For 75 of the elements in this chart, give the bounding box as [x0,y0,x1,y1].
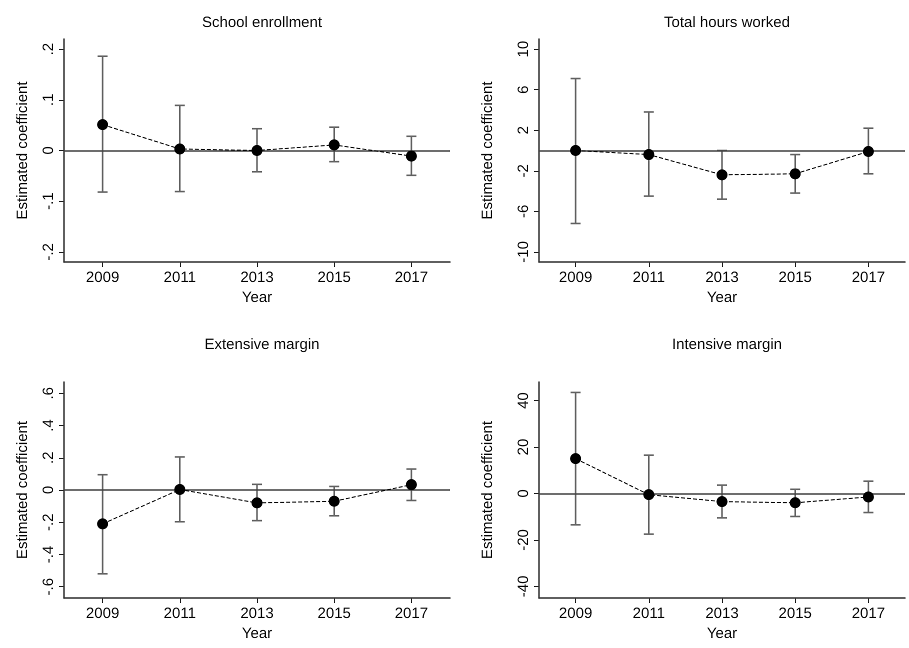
point [643,489,654,500]
y-axis-title: Estimated coefficient [14,420,31,560]
x-tick-label: 2017 [394,269,428,286]
x-tick-label: 2017 [394,605,428,622]
x-tick-label: 2011 [164,605,196,622]
point [97,518,108,530]
point [328,496,340,507]
x-axis-title: Year [706,289,738,306]
point [406,150,417,162]
y-tick-label: 40 [515,392,532,409]
x-tick-label: 2011 [632,269,665,286]
x-tick-label: 2015 [778,269,812,286]
y-tick-label: 20 [515,438,532,456]
point [174,484,186,496]
y-tick-label: 0 [40,486,57,494]
point [252,497,262,508]
point [570,145,582,156]
y-tick-label: -10 [515,241,532,263]
x-axis-title: Year [706,625,738,642]
x-tick-label: 2011 [164,269,196,286]
x-tick-label: 2015 [318,269,351,286]
x-tick-label: 2013 [240,269,274,286]
x-tick-label: 2015 [778,605,812,622]
point [716,169,728,180]
y-tick-label: 0 [515,489,532,498]
chart-title: Extensive margin [204,336,320,353]
y-tick-label: -.4 [40,546,57,564]
point [790,497,801,508]
x-tick-label: 2013 [240,605,274,622]
y-tick-label: 0 [40,146,57,155]
x-tick-label: 2009 [558,269,592,286]
y-tick-label: 2 [515,126,532,134]
x-tick-label: 2011 [632,605,665,622]
y-axis-title: Estimated coefficient [479,80,496,220]
point [570,453,582,464]
x-tick-label: 2017 [852,269,886,286]
point [328,139,340,150]
x-axis-title: Year [242,625,272,642]
y-tick-label: 10 [515,40,532,58]
chart-title: Intensive margin [672,336,782,353]
point [174,143,186,154]
point [406,479,417,490]
x-tick-label: 2009 [86,605,120,622]
x-tick-label: 2013 [705,269,739,286]
y-tick-label: .6 [40,387,57,400]
x-tick-label: 2013 [705,605,739,622]
y-tick-label: -.1 [40,192,57,210]
y-tick-label: .1 [40,94,57,106]
chart-title: Total hours worked [664,14,790,31]
x-tick-label: 2017 [852,605,886,622]
y-tick-label: -.6 [40,578,57,596]
y-axis-title: Estimated coefficient [14,80,31,220]
chart-title: School enrollment [202,14,323,31]
point [252,145,262,156]
y-tick-label: -6 [515,204,532,218]
y-tick-label: -2 [515,164,532,178]
y-tick-label: -.2 [40,513,57,531]
point [716,496,728,508]
y-tick-label: -40 [515,576,532,598]
point [862,491,874,502]
y-tick-label: 6 [515,86,532,94]
y-axis-title: Estimated coefficient [479,420,496,560]
point [790,168,801,180]
y-tick-label: .2 [40,42,57,56]
point [97,119,108,130]
y-tick-label: .2 [40,452,57,464]
y-tick-label: -20 [515,529,532,551]
y-tick-label: -.2 [40,243,57,261]
x-tick-label: 2015 [318,605,351,622]
point [862,146,874,158]
x-tick-label: 2009 [86,269,120,286]
x-axis-title: Year [242,289,272,306]
x-tick-label: 2009 [558,605,592,622]
point [643,149,654,160]
y-tick-label: .4 [40,419,57,432]
